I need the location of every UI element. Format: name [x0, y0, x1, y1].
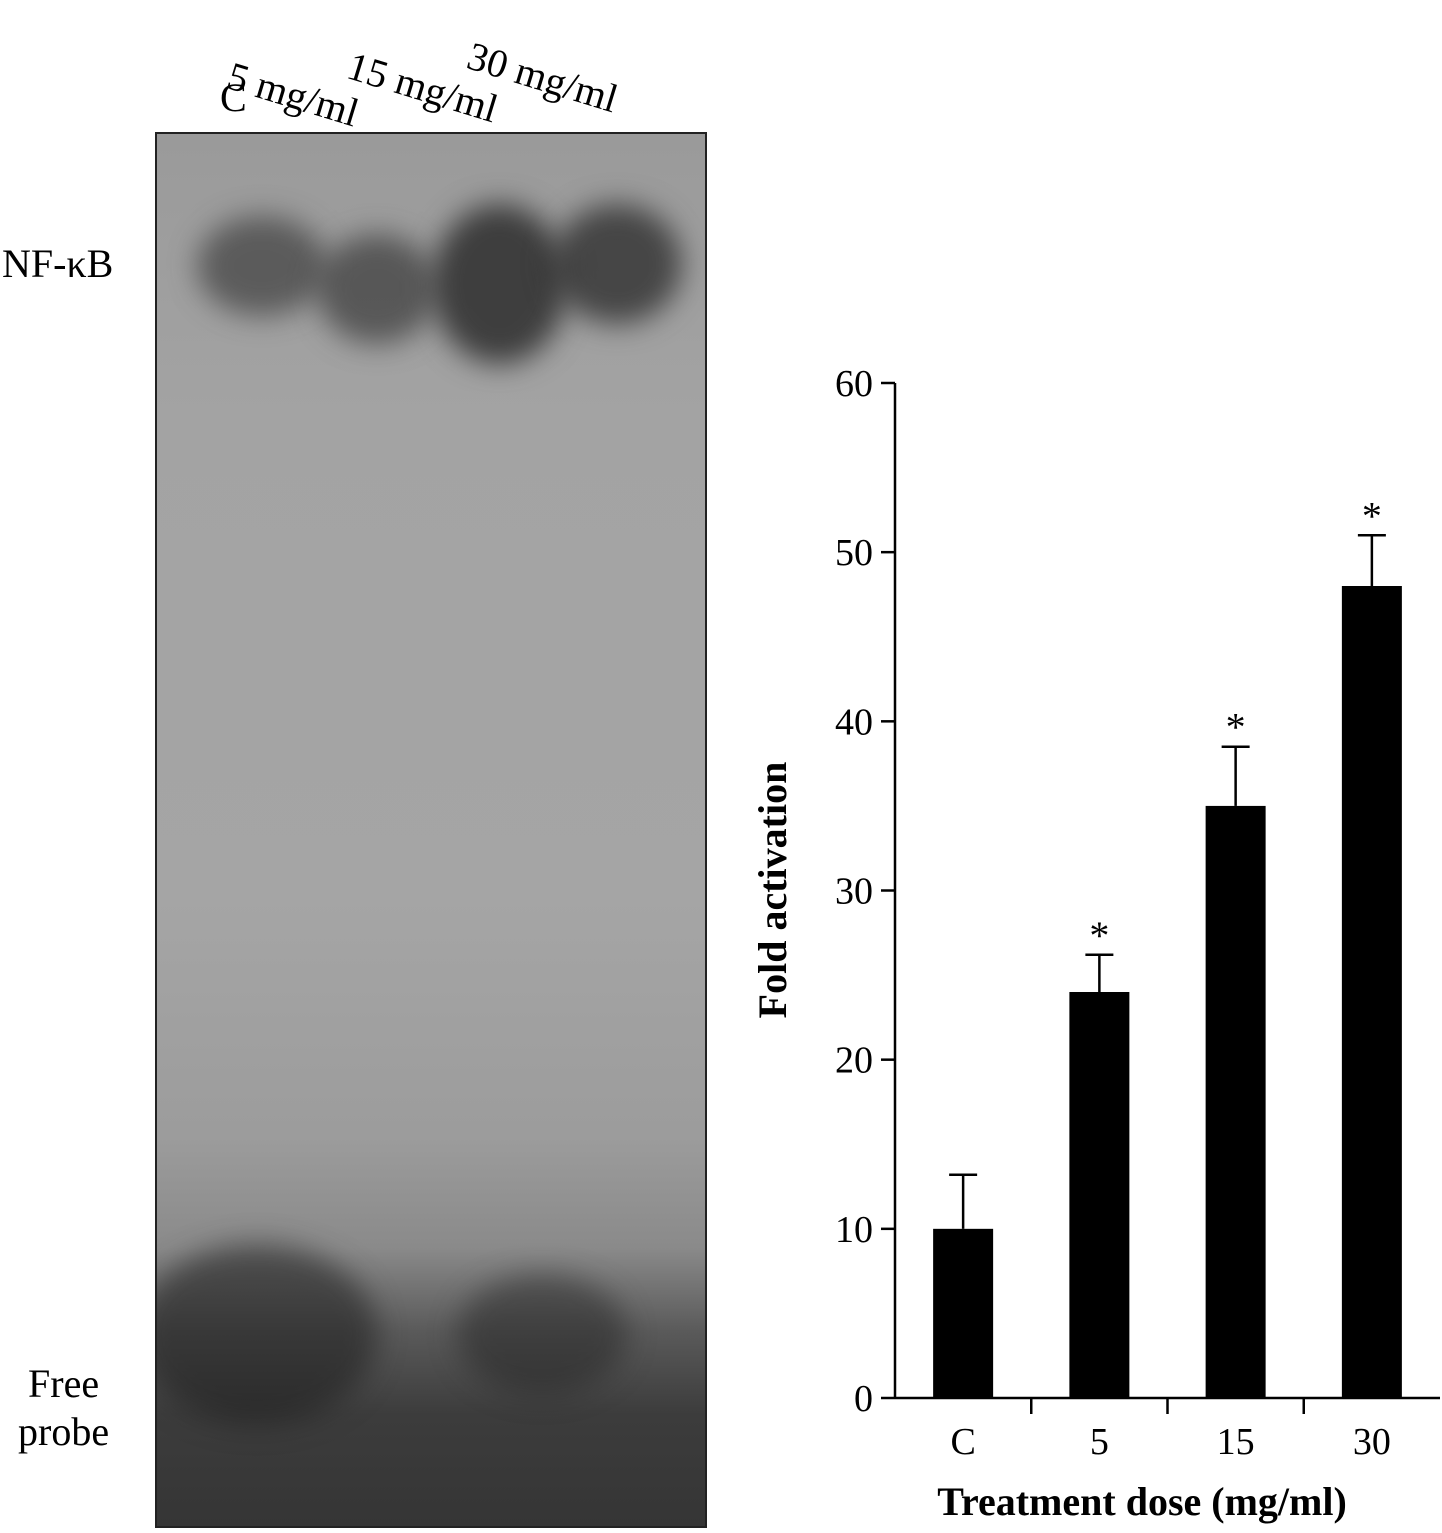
nf-kb-label: NF-κB [2, 241, 114, 286]
gel-free-probe-smear [157, 1244, 377, 1424]
y-axis-title: Fold activation [750, 762, 795, 1019]
x-tick-label-5: 5 [1090, 1421, 1109, 1463]
gel-band-lane-5 [317, 234, 437, 344]
y-tick-label-30: 30 [835, 871, 873, 913]
lane-label-control: C [220, 75, 247, 120]
y-tick-label-0: 0 [854, 1378, 873, 1420]
significance-30: * [1362, 493, 1382, 538]
bar-C [933, 1228, 994, 1398]
bar-15 [1205, 805, 1266, 1398]
y-tick-label-40: 40 [835, 701, 873, 743]
bar-30 [1341, 586, 1402, 1398]
y-tick-label-10: 10 [835, 1209, 873, 1251]
x-tick-label-C: C [950, 1421, 975, 1463]
y-tick-label-50: 50 [835, 532, 873, 574]
significance-15: * [1226, 705, 1246, 750]
bars: * * * [933, 493, 1402, 1398]
gel-band-lane-30 [552, 204, 682, 324]
x-axis: C 5 15 30 [895, 1396, 1440, 1463]
gel-image [155, 132, 707, 1528]
gel-band-lane-15 [432, 204, 567, 364]
free-probe-line2: probe [18, 1409, 110, 1454]
x-tick-label-15: 15 [1217, 1421, 1255, 1463]
x-axis-title: Treatment dose (mg/ml) [937, 1479, 1347, 1524]
significance-5: * [1089, 913, 1109, 958]
gel-band-lane-control [197, 216, 327, 316]
free-probe-label: Free probe [18, 1360, 109, 1456]
gel-free-probe-smear-right [457, 1274, 627, 1394]
y-axis: 0 10 20 30 40 50 60 [835, 363, 897, 1420]
bar-5 [1069, 992, 1130, 1398]
y-tick-label-60: 60 [835, 363, 873, 405]
free-probe-line1: Free [28, 1361, 100, 1406]
y-tick-label-20: 20 [835, 1040, 873, 1082]
x-tick-label-30: 30 [1353, 1421, 1391, 1463]
